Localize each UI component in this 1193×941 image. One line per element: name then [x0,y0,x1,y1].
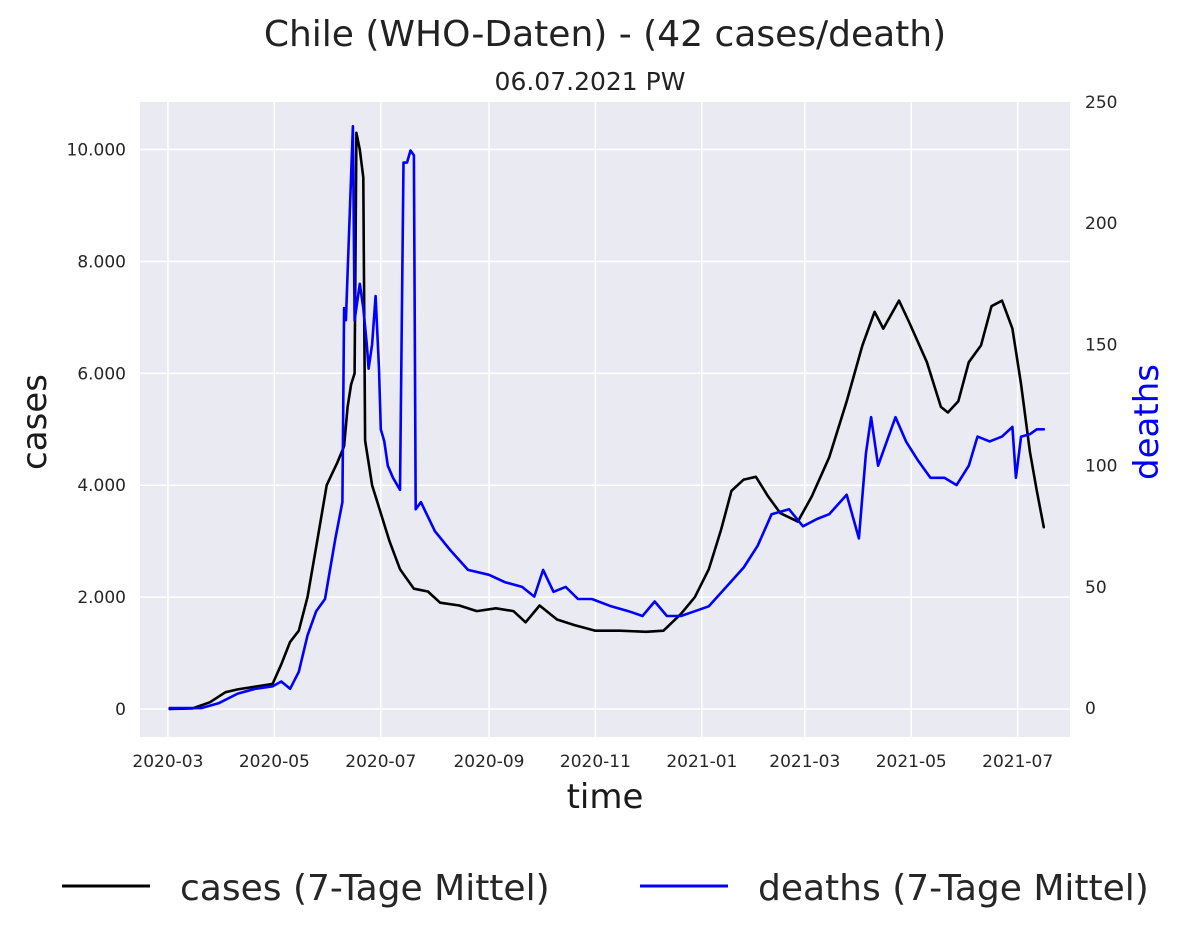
y-axis-label-left: cases [15,374,55,470]
y-tick-label-right: 200 [1085,214,1117,234]
x-tick-label: 2020-07 [345,752,416,772]
y-tick-label-left: 6.000 [77,364,126,384]
y-tick-label-left: 4.000 [77,476,126,496]
x-tick-label: 2021-03 [769,752,840,772]
legend-label-deaths: deaths (7-Tage Mittel) [758,868,1149,909]
legend: cases (7-Tage Mittel) deaths (7-Tage Mit… [62,868,1149,909]
y-tick-label-right: 100 [1085,457,1117,477]
y-axis-label-right: deaths [1127,364,1167,480]
x-axis: 2020-03 2020-05 2020-07 2020-09 2020-11 2021-… [132,752,1053,772]
y-tick-label-right: 50 [1085,578,1107,598]
series-line-cases [168,131,1046,711]
x-tick-label: 2020-11 [560,752,631,772]
x-tick-label: 2020-03 [132,752,203,772]
series-layer [168,124,1046,711]
x-axis-label: time [567,777,644,817]
x-tick-label: 2021-01 [666,752,737,772]
x-tick-label: 2021-05 [876,752,947,772]
y-tick-label-right: 150 [1085,335,1117,355]
y-tick-label-left: 8.000 [77,252,126,272]
grid [140,102,1070,737]
x-tick-label: 2020-05 [239,752,310,772]
y-tick-label-right: 0 [1085,699,1096,719]
y-tick-label-left: 2.000 [77,588,126,608]
x-tick-label: 2020-09 [453,752,524,772]
y-tick-label-right: 250 [1085,93,1117,113]
series-line-deaths [168,124,1046,710]
chart-subtitle: 06.07.2021 PW [495,67,686,96]
y-tick-label-left: 10.000 [67,141,126,161]
chart-title: Chile (WHO-Daten) - (42 cases/death) [264,14,946,55]
plot-area [140,102,1070,737]
y-tick-label-left: 0 [115,700,126,720]
x-tick-label: 2021-07 [982,752,1053,772]
legend-label-cases: cases (7-Tage Mittel) [180,868,550,909]
y-axis-left: 0 2.000 4.000 6.000 8.000 10.000 [67,141,126,720]
y-axis-right: 0 50 100 150 200 250 [1085,93,1117,719]
